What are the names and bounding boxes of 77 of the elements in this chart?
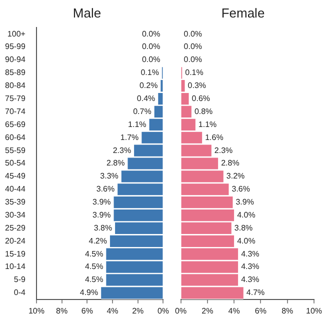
x-tick-label: 2% [202, 306, 214, 316]
data-label: 0.0% [142, 55, 160, 64]
data-label: 0.0% [142, 42, 160, 52]
data-label: 0.7% [133, 106, 152, 116]
data-label: 3.6% [96, 184, 115, 194]
data-label: 3.3% [100, 172, 118, 181]
data-label: 3.2% [226, 172, 245, 181]
x-tick-label: 8% [282, 306, 294, 316]
x-tick-label: 2% [132, 306, 144, 316]
x-tick-label: 10% [306, 306, 322, 316]
data-label: 4.3% [241, 262, 260, 272]
data-label: 2.8% [221, 158, 240, 168]
y-tick-label: 25-29 [4, 223, 26, 232]
y-tick-label: 60-64 [4, 132, 26, 142]
data-label: 0.3% [188, 81, 206, 90]
x-tick-label: 0% [157, 306, 169, 316]
data-label: 0.0% [184, 55, 202, 64]
data-label: 0.0% [184, 42, 202, 52]
x-tick-label: 0% [175, 306, 187, 316]
data-label: 0.2% [139, 81, 158, 90]
data-label: 4.5% [84, 249, 104, 258]
x-tick-label: 4% [228, 306, 240, 316]
data-label: 2.3% [112, 146, 132, 155]
y-tick-label: 75-79 [4, 94, 26, 103]
data-label: 4.7% [246, 288, 265, 298]
y-tick-label: 0-4 [14, 288, 26, 298]
y-tick-label: 30-34 [4, 210, 26, 220]
y-tick-label: 50-54 [4, 158, 26, 168]
data-label: 1.1% [198, 120, 217, 129]
data-label: 4.9% [80, 288, 98, 298]
data-label: 4.2% [88, 236, 107, 246]
x-tick-label: 6% [81, 306, 93, 316]
data-label: 0.6% [192, 94, 210, 103]
y-tick-label: 80-84 [4, 81, 26, 90]
data-label: 1.1% [128, 120, 146, 129]
data-label: 3.8% [234, 223, 253, 232]
data-label: 4.3% [241, 249, 260, 258]
data-label: 0.8% [194, 106, 213, 116]
data-label: 3.6% [232, 184, 250, 194]
y-tick-label: 90-94 [4, 55, 26, 64]
data-label: 2.8% [106, 158, 125, 168]
data-label: 1.6% [205, 132, 224, 142]
y-tick-label: 55-59 [4, 146, 26, 155]
y-tick-label: 20-24 [4, 236, 26, 246]
chart-title: Male [72, 5, 102, 20]
data-label: 2.3% [214, 146, 233, 155]
x-tick-label: 8% [56, 306, 68, 316]
chart-title: Female [221, 5, 265, 20]
data-label: 3.8% [94, 223, 112, 232]
y-tick-label: 40-44 [4, 184, 26, 194]
y-tick-label: 70-74 [4, 106, 26, 116]
y-tick-label: 95-99 [4, 42, 26, 52]
data-label: 3.9% [92, 210, 111, 220]
data-label: 0.4% [136, 94, 156, 103]
y-tick-label: 5-9 [14, 275, 26, 284]
y-tick-label: 10-14 [4, 262, 26, 272]
y-tick-label: 85-89 [4, 68, 26, 78]
x-tick-label: 6% [254, 306, 266, 316]
x-tick-label: 4% [106, 306, 118, 316]
y-tick-label: 15-19 [4, 249, 26, 258]
data-label: 4.3% [241, 275, 260, 284]
data-label: 4.0% [237, 236, 256, 246]
y-tick-label: 100+ [7, 29, 26, 38]
data-label: 4.5% [84, 262, 104, 272]
data-label: 4.5% [84, 275, 104, 284]
data-label: 3.9% [92, 198, 111, 207]
y-tick-label: 45-49 [4, 172, 26, 181]
data-label: 3.9% [236, 198, 254, 207]
x-tick-label: 10% [28, 306, 44, 316]
data-label: 1.7% [120, 132, 139, 142]
data-label: 0.0% [184, 29, 202, 38]
data-label: 0.1% [140, 68, 159, 78]
y-tick-label: 35-39 [4, 198, 26, 207]
data-label: 0.0% [142, 29, 160, 38]
y-tick-label: 65-69 [4, 120, 26, 129]
data-label: 0.1% [185, 68, 204, 78]
data-label: 4.0% [237, 210, 256, 220]
